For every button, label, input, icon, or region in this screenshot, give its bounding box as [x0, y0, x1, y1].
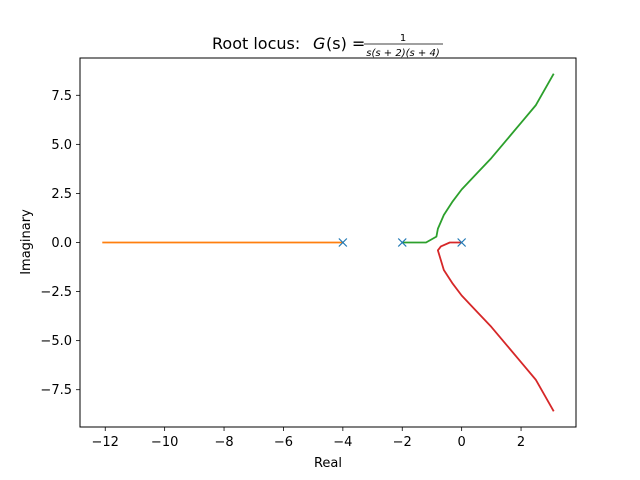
x-tick-label: −4 — [333, 435, 352, 450]
y-tick-label: 2.5 — [51, 187, 72, 202]
locus-branch-3 — [436, 241, 555, 412]
pole-marker — [457, 238, 467, 247]
chart-title-fn: G — [313, 34, 325, 53]
x-tick-label: −8 — [214, 435, 233, 450]
y-tick-label: −7.5 — [40, 383, 72, 398]
chart-title: Root locus: G (s) = 1 s(s + 2)(s + 4) — [212, 33, 443, 59]
plot-frame — [79, 57, 577, 428]
pole-marker-stroke — [457, 238, 467, 247]
chart-title-numerator: 1 — [400, 33, 406, 44]
chart-title-prefix: Root locus: — [212, 34, 300, 53]
y-tick-label: 0.0 — [51, 236, 72, 251]
pole-marker-stroke — [397, 238, 407, 247]
pole-marker — [397, 238, 407, 247]
x-tick-label: −2 — [393, 435, 412, 450]
pole-marker — [338, 238, 348, 247]
y-tick-label: 5.0 — [51, 138, 72, 153]
x-tick-label: 2 — [517, 435, 525, 450]
x-tick-label: −6 — [274, 435, 293, 450]
y-tick-label: −2.5 — [40, 285, 72, 300]
locus-branch-2 — [402, 73, 555, 244]
chart-title-denominator: s(s + 2)(s + 4) — [366, 48, 439, 59]
y-axis-label: Imaginary — [19, 209, 34, 275]
y-tick-label: 7.5 — [51, 89, 72, 104]
x-tick-label: −12 — [92, 435, 119, 450]
plot-layer: −12 −10 −8 −6 −4 −2 0 2 7.5 5.0 2.5 0.0 −2.5 −5.0 −7.5 — [40, 73, 555, 450]
chart-title-fn-arg: (s) = — [326, 34, 365, 53]
y-tick-label: −5.0 — [40, 334, 72, 349]
x-axis-label: Real — [314, 456, 342, 471]
x-tick-label: −10 — [151, 435, 178, 450]
pole-marker-stroke — [338, 238, 348, 247]
x-tick-label: 0 — [458, 435, 466, 450]
